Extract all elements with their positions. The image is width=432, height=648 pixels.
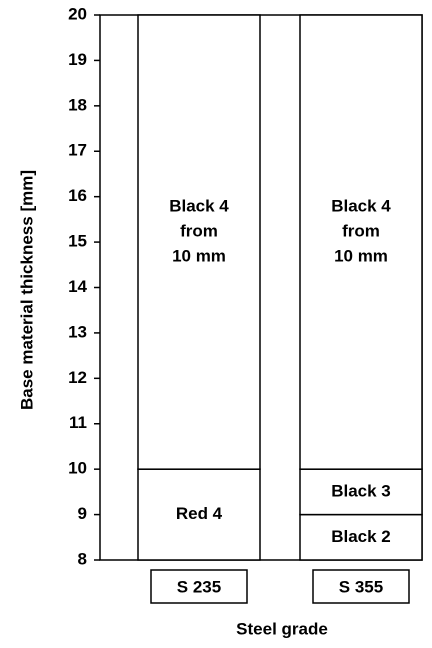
segment-label: 10 mm (172, 247, 226, 266)
y-tick-label: 20 (68, 4, 87, 23)
bar-segment (299, 14, 423, 470)
y-tick-label: 12 (68, 368, 87, 387)
y-axis-label: Base material thickness [mm] (17, 170, 36, 410)
bar-segment (137, 14, 261, 470)
y-tick-label: 14 (68, 277, 87, 296)
segment-label: from (342, 222, 380, 241)
segment-label: from (180, 222, 218, 241)
x-tick-label: S 235 (177, 577, 221, 596)
bar-segment (137, 468, 261, 561)
segment-label: Black 4 (169, 197, 229, 216)
segment-label: Black 2 (331, 527, 391, 546)
y-tick-label: 19 (68, 50, 87, 69)
x-tick-label: S 355 (339, 577, 383, 596)
y-tick-label: 8 (78, 549, 87, 568)
segment-label: Red 4 (176, 504, 223, 523)
bar-segment (299, 468, 423, 516)
y-tick-label: 9 (78, 504, 87, 523)
y-tick-label: 17 (68, 141, 87, 160)
y-tick-label: 15 (68, 232, 87, 251)
y-tick-label: 11 (69, 413, 87, 432)
y-tick-label: 18 (68, 95, 87, 114)
category-box (312, 569, 410, 604)
x-axis-label: Steel grade (236, 619, 328, 638)
segment-label: Black 4 (331, 197, 391, 216)
category-box (150, 569, 248, 604)
bar-segment (299, 513, 423, 561)
y-tick-label: 13 (68, 322, 87, 341)
y-tick-label: 16 (68, 186, 87, 205)
segment-label: 10 mm (334, 247, 388, 266)
segment-label: Black 3 (331, 481, 391, 500)
y-tick-label: 10 (68, 459, 87, 478)
